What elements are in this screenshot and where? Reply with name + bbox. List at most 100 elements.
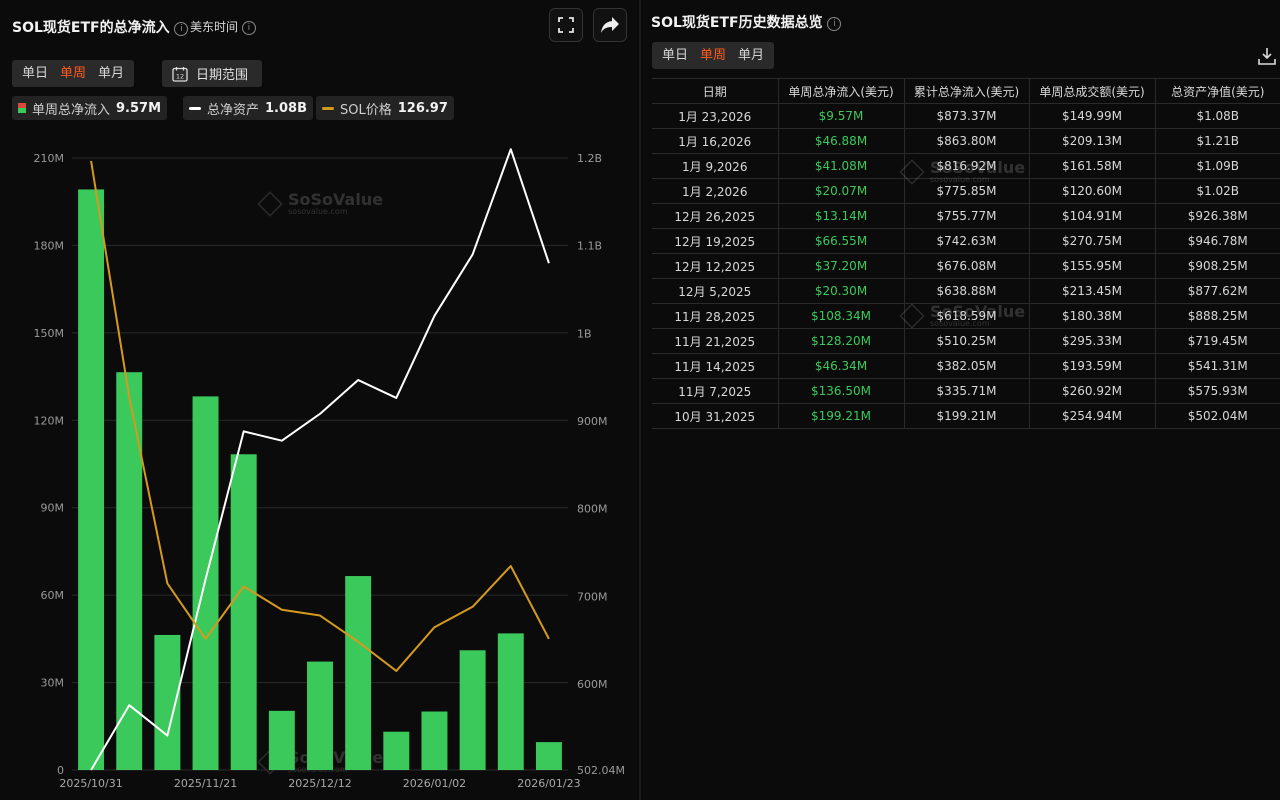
legend-net-assets[interactable]: 总净资产 1.08B [183, 96, 313, 120]
table-cell: $873.37M [904, 103, 1030, 129]
table-cell: $46.34M [778, 353, 905, 379]
table-cell: 11月 7,2025 [652, 378, 779, 404]
legend-label: SOL价格 [340, 102, 392, 118]
table-cell: $199.21M [904, 403, 1030, 429]
table-cell: $382.05M [904, 353, 1030, 379]
table-row[interactable]: 1月 16,2026 $46.88M $863.80M $209.13M $1.21B [652, 128, 1280, 154]
table-cell: 12月 12,2025 [652, 253, 779, 279]
table-cell: $926.38M [1155, 203, 1280, 229]
table-cell: $213.45M [1029, 278, 1156, 304]
table-row[interactable]: 1月 23,2026 $9.57M $873.37M $149.99M $1.08B [652, 103, 1280, 129]
x-tick-label: 2026/01/02 [403, 777, 466, 790]
info-icon[interactable]: i [174, 22, 189, 36]
y-right-tick-label: 1B [577, 327, 592, 340]
fullscreen-icon [558, 17, 574, 33]
table-cell: $46.88M [778, 128, 905, 154]
table-cell: $193.59M [1029, 353, 1156, 379]
table-cell: 1月 16,2026 [652, 128, 779, 154]
history-period-tab-1[interactable]: 单周 [700, 48, 727, 63]
bar [230, 454, 257, 770]
column-header: 总资产净值(美元) [1155, 78, 1280, 104]
table-cell: $1.02B [1155, 178, 1280, 204]
table-cell: $816.92M [904, 153, 1030, 179]
table-cell: $108.34M [778, 303, 905, 329]
table-cell: $541.31M [1155, 353, 1280, 379]
x-tick-label: 2025/11/21 [174, 777, 237, 790]
table-cell: $742.63M [904, 228, 1030, 254]
timezone-text: 美东时间 [190, 20, 239, 34]
table-cell: $120.60M [1029, 178, 1156, 204]
history-title: SOL现货ETF历史数据总览 i [651, 12, 842, 32]
bar [383, 731, 410, 770]
table-cell: $13.14M [778, 203, 905, 229]
table-cell: 11月 21,2025 [652, 328, 779, 354]
table-row[interactable]: 12月 26,2025 $13.14M $755.77M $104.91M $926.3… [652, 203, 1280, 229]
table-row[interactable]: 11月 28,2025 $108.34M $618.59M $180.38M $888.… [652, 303, 1280, 329]
download-button[interactable] [1258, 47, 1276, 69]
table-cell: $1.08B [1155, 103, 1280, 129]
legend-line-swatch [189, 106, 201, 110]
table-row[interactable]: 1月 2,2026 $20.07M $775.85M $120.60M $1.02B [652, 178, 1280, 204]
table-cell: $136.50M [778, 378, 905, 404]
table-row[interactable]: 11月 7,2025 $136.50M $335.71M $260.92M $575.9… [652, 378, 1280, 404]
table-row[interactable]: 11月 21,2025 $128.20M $510.25M $295.33M $719.… [652, 328, 1280, 354]
info-icon[interactable]: i [827, 17, 842, 31]
table-cell: $1.21B [1155, 128, 1280, 154]
history-period-tab-2[interactable]: 单月 [738, 48, 765, 63]
table-row[interactable]: 12月 5,2025 $20.30M $638.88M $213.45M $877.62… [652, 278, 1280, 304]
share-icon [601, 17, 619, 33]
legend-net-inflow[interactable]: 单周总净流入 9.57M [12, 96, 168, 120]
table-header-row: 日期 单周总净流入(美元) 累计总净流入(美元) 单周总成交额(美元) 总资产净值(美元… [652, 78, 1280, 104]
table-cell: $676.08M [904, 253, 1030, 279]
table-cell: $20.30M [778, 278, 905, 304]
bar [307, 661, 333, 770]
table-cell: $254.94M [1029, 403, 1156, 429]
table-cell: $946.78M [1155, 228, 1280, 254]
legend-sol-price[interactable]: SOL价格 126.97 [316, 96, 454, 120]
chart-period-tab-1[interactable]: 单周 [60, 66, 87, 81]
column-header: 日期 [652, 78, 779, 104]
y-left-tick-label: 150M [34, 327, 65, 340]
legend-value: 126.97 [397, 100, 448, 116]
table-cell: $180.38M [1029, 303, 1156, 329]
table-cell: $908.25M [1155, 253, 1280, 279]
legend-label: 单周总净流入 [32, 102, 111, 118]
chart-period-tab-0[interactable]: 单日 [22, 66, 49, 81]
download-icon [1258, 48, 1276, 65]
bar [535, 742, 562, 770]
timezone-info-icon[interactable]: i [241, 21, 256, 35]
table-cell: $199.21M [778, 403, 905, 429]
legend-bar-swatch [18, 103, 26, 113]
table-cell: $335.71M [904, 378, 1030, 404]
history-period-tab-0[interactable]: 单日 [662, 48, 689, 63]
table-row[interactable]: 12月 19,2025 $66.55M $742.63M $270.75M $946.7… [652, 228, 1280, 254]
bar [497, 633, 524, 770]
table-cell: $775.85M [904, 178, 1030, 204]
y-right-tick-label: 1.2B [577, 152, 602, 165]
table-cell: $618.59M [904, 303, 1030, 329]
table-row[interactable]: 12月 12,2025 $37.20M $676.08M $155.95M $908.2… [652, 253, 1280, 279]
table-cell: $128.20M [778, 328, 905, 354]
date-range-button[interactable]: 12 日期范围 [162, 60, 263, 87]
chart-period-tab-2[interactable]: 单月 [98, 66, 125, 81]
share-button[interactable] [593, 8, 627, 42]
x-tick-label: 2025/10/31 [59, 777, 122, 790]
table-cell: $510.25M [904, 328, 1030, 354]
table-cell: 10月 31,2025 [652, 403, 779, 429]
sol-price-line [90, 160, 550, 672]
calendar-icon: 12 [172, 66, 188, 82]
bar [421, 711, 448, 770]
fullscreen-button[interactable] [549, 8, 583, 42]
table-cell: $719.45M [1155, 328, 1280, 354]
y-right-tick-label: 600M [577, 678, 608, 691]
svg-text:12: 12 [176, 72, 184, 80]
table-row[interactable]: 1月 9,2026 $41.08M $816.92M $161.58M $1.09B [652, 153, 1280, 179]
table-cell: $104.91M [1029, 203, 1156, 229]
bar [78, 189, 105, 771]
y-right-tick-label: 502.04M [577, 764, 625, 777]
legend-label: 总净资产 [207, 102, 260, 118]
table-row[interactable]: 11月 14,2025 $46.34M $382.05M $193.59M $541.3… [652, 353, 1280, 379]
column-header: 单周总成交额(美元) [1029, 78, 1156, 104]
bar [268, 710, 295, 770]
table-row[interactable]: 10月 31,2025 $199.21M $199.21M $254.94M $502.… [652, 403, 1280, 429]
